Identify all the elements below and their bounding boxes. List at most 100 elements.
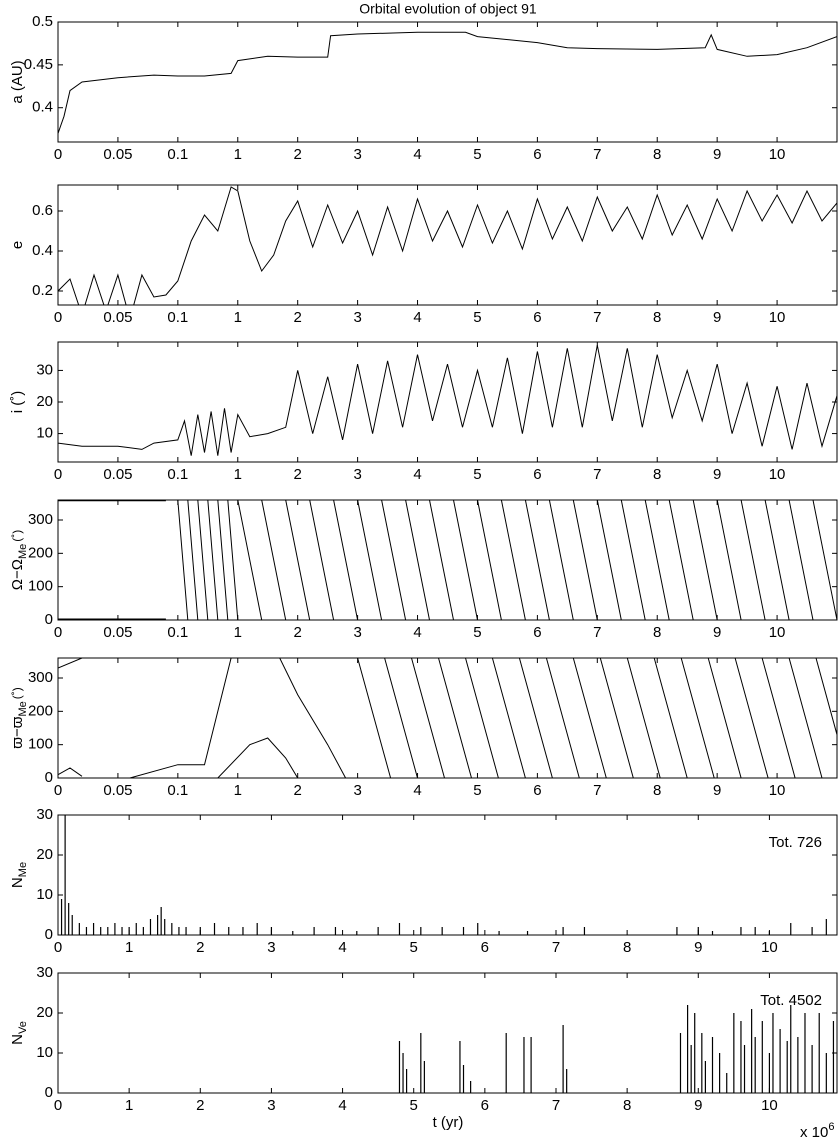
x-tick-label: 3 — [353, 624, 361, 641]
x-tick-label: 8 — [653, 782, 661, 799]
x-tick-label: 0.1 — [167, 782, 188, 799]
x-tick-label: 1 — [234, 309, 242, 326]
x-tick-label: 1 — [125, 939, 133, 956]
y-axis-label: i (˚) — [9, 391, 26, 414]
x-tick-label: 0 — [54, 782, 62, 799]
x-tick-label: 8 — [653, 466, 661, 483]
y-label-text: a (AU) — [9, 60, 26, 103]
x-tick-label: 6 — [533, 146, 541, 163]
x-tick-label: 1 — [234, 782, 242, 799]
x-tick-label: 10 — [769, 146, 786, 163]
x-tick-label: 0.1 — [167, 624, 188, 641]
x-tick-label: 8 — [653, 146, 661, 163]
x-tick-label: 6 — [533, 466, 541, 483]
x-unit: x 106 — [800, 1121, 834, 1141]
y-tick-label: 100 — [28, 578, 53, 595]
x-tick-label: 1 — [234, 466, 242, 483]
x-unit-exp: 6 — [828, 1121, 834, 1133]
x-tick-label: 3 — [353, 466, 361, 483]
x-tick-label: 10 — [769, 624, 786, 641]
y-tick-label: 10 — [36, 886, 53, 903]
data-line — [58, 186, 837, 305]
y-tick-label: 30 — [36, 806, 53, 823]
y-axis-label: NVe — [9, 1021, 29, 1045]
y-tick-label: 200 — [28, 544, 53, 561]
x-tick-label: 0 — [54, 466, 62, 483]
annotation: Tot. 726 — [769, 834, 822, 851]
x-tick-label: 2 — [294, 309, 302, 326]
y-axis-label: ϖ−ϖMe (˚) — [9, 687, 29, 748]
y-axis-label: NMe — [9, 862, 29, 888]
x-tick-label: 3 — [353, 309, 361, 326]
x-tick-label: 5 — [473, 624, 481, 641]
x-tick-label: 3 — [267, 1097, 275, 1114]
x-tick-label: 5 — [473, 309, 481, 326]
x-tick-label: 4 — [338, 1097, 346, 1114]
y-tick-label: 0.4 — [32, 99, 53, 116]
y-tick-label: 10 — [36, 425, 53, 442]
y-tick-label: 0 — [45, 769, 53, 786]
x-tick-label: 10 — [769, 782, 786, 799]
axes-frame — [57, 499, 838, 621]
data-line — [58, 31, 837, 134]
y-tick-label: 0.6 — [32, 202, 53, 219]
x-tick-label: 6 — [481, 1097, 489, 1114]
x-tick-label: 2 — [294, 146, 302, 163]
x-unit-text: x 10 — [800, 1124, 828, 1141]
x-tick-label: 0 — [54, 146, 62, 163]
y-axis-label: e — [9, 241, 26, 249]
x-tick-label: 7 — [593, 309, 601, 326]
x-tick-label: 9 — [713, 624, 721, 641]
x-tick-label: 6 — [533, 624, 541, 641]
chart-title: Orbital evolution of object 91 — [359, 1, 537, 17]
axes-frame — [57, 21, 838, 143]
axes-frame — [57, 972, 838, 1094]
x-tick-label: 5 — [410, 1097, 418, 1114]
y-tick-label: 300 — [28, 511, 53, 528]
panel — [58, 500, 837, 620]
x-tick-label: 4 — [413, 309, 421, 326]
x-tick-label: 3 — [353, 146, 361, 163]
y-label-text: Ω−Ω — [9, 559, 26, 590]
x-tick-label: 0.05 — [103, 624, 132, 641]
y-tick-label: 20 — [36, 846, 53, 863]
x-tick-label: 1 — [125, 1097, 133, 1114]
y-tick-label: 0.5 — [32, 13, 53, 30]
y-tick-label: 0 — [45, 1084, 53, 1101]
x-tick-label: 2 — [294, 466, 302, 483]
y-tick-label: 20 — [36, 1004, 53, 1021]
x-tick-label: 10 — [761, 1097, 778, 1114]
x-tick-label: 9 — [713, 466, 721, 483]
x-tick-label: 0 — [54, 624, 62, 641]
y-label-unit: (˚) — [10, 687, 24, 699]
x-tick-label: 2 — [294, 782, 302, 799]
y-tick-label: 200 — [28, 702, 53, 719]
data-line — [58, 345, 837, 456]
x-tick-label: 6 — [533, 782, 541, 799]
x-tick-label: 9 — [694, 1097, 702, 1114]
panel — [58, 31, 837, 134]
y-tick-label: 10 — [36, 1044, 53, 1061]
axes-frame — [57, 814, 838, 936]
y-label-text: e — [9, 241, 26, 249]
x-tick-label: 2 — [196, 1097, 204, 1114]
x-tick-label: 4 — [413, 624, 421, 641]
x-tick-label: 2 — [294, 624, 302, 641]
x-tick-label: 4 — [413, 146, 421, 163]
x-tick-label: 7 — [593, 466, 601, 483]
x-tick-label: 1 — [234, 624, 242, 641]
y-label-unit: (˚) — [10, 530, 24, 542]
x-tick-label: 0.1 — [167, 309, 188, 326]
x-tick-label: 7 — [593, 624, 601, 641]
y-label-sub: Me — [17, 862, 29, 877]
x-tick-label: 0.05 — [103, 146, 132, 163]
x-tick-label: 0 — [54, 1097, 62, 1114]
annotation: Tot. 4502 — [760, 992, 822, 1009]
panel — [58, 658, 837, 778]
x-tick-label: 0.05 — [103, 309, 132, 326]
x-tick-label: 9 — [713, 309, 721, 326]
x-tick-label: 8 — [653, 624, 661, 641]
panel — [58, 186, 837, 305]
x-tick-label: 0.05 — [103, 782, 132, 799]
